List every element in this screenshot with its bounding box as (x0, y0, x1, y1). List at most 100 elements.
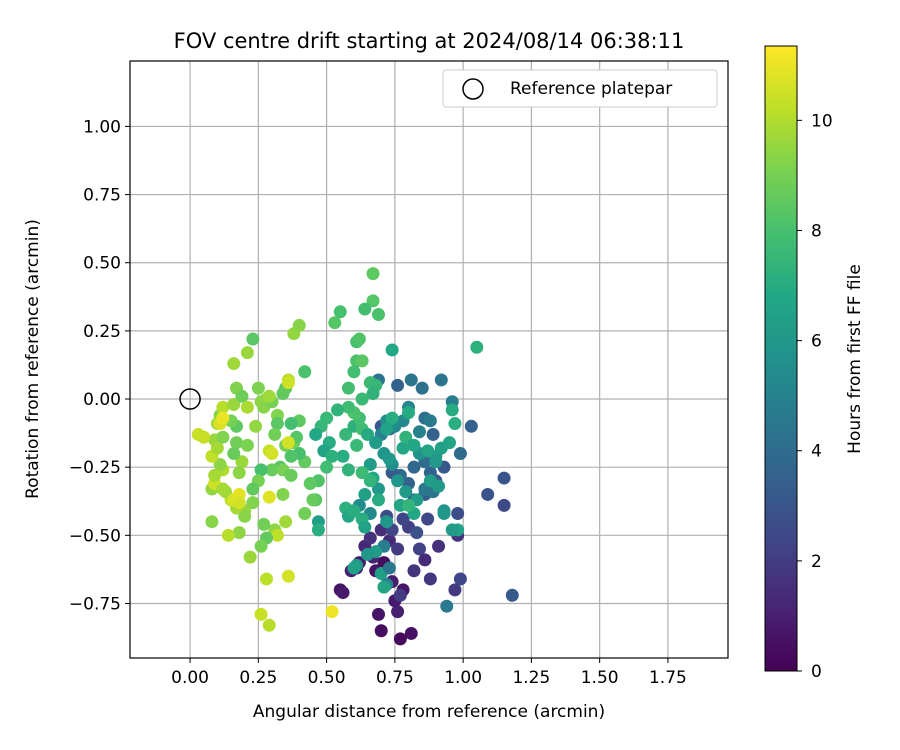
data-point (292, 318, 306, 332)
data-point (371, 607, 385, 621)
data-point (380, 422, 394, 436)
data-point (391, 605, 405, 619)
data-point (347, 504, 361, 518)
data-point (396, 441, 410, 455)
data-point (336, 586, 350, 600)
data-point (208, 468, 222, 482)
data-point (423, 414, 437, 428)
data-point (265, 463, 279, 477)
data-point (240, 346, 254, 360)
data-point (240, 400, 254, 414)
data-point (347, 365, 361, 379)
data-point (251, 381, 265, 395)
data-point (448, 417, 462, 431)
data-point (328, 316, 342, 330)
y-axis-label: Rotation from reference (arcmin) (23, 219, 43, 499)
data-point (402, 498, 416, 512)
data-point (270, 528, 284, 542)
y-tick-label: 1.00 (83, 117, 121, 137)
data-point (260, 572, 274, 586)
x-tick-label: 1.00 (444, 668, 482, 688)
data-point (325, 605, 339, 619)
x-tick-label: 1.25 (512, 668, 550, 688)
data-point (262, 389, 276, 403)
data-point (240, 438, 254, 452)
data-point (407, 564, 421, 578)
data-point (227, 447, 241, 461)
data-point (407, 460, 421, 474)
data-point (453, 447, 467, 461)
data-point (232, 526, 246, 540)
data-point (412, 542, 426, 556)
data-point (377, 580, 391, 594)
data-point (393, 588, 407, 602)
data-point (366, 294, 380, 308)
data-point (246, 496, 260, 510)
x-tick-label: 0.75 (376, 668, 414, 688)
data-point (213, 457, 227, 471)
data-point (371, 482, 385, 496)
data-point (254, 463, 268, 477)
data-point (235, 389, 249, 403)
data-point (451, 507, 465, 521)
data-point (210, 441, 224, 455)
data-point (404, 373, 418, 387)
colorbar-tick-label: 10 (811, 111, 833, 131)
data-point (227, 357, 241, 371)
y-tick-label: −0.25 (69, 458, 121, 478)
data-point (391, 378, 405, 392)
x-tick-label: 0.00 (171, 668, 209, 688)
data-point (284, 449, 298, 463)
data-point (197, 430, 211, 444)
data-point (385, 343, 399, 357)
data-point (399, 430, 413, 444)
data-point (257, 517, 271, 531)
data-point (339, 427, 353, 441)
data-point (429, 455, 443, 469)
data-point (432, 539, 446, 553)
data-point (216, 400, 230, 414)
data-point (350, 438, 364, 452)
data-point (448, 583, 462, 597)
data-point (402, 406, 416, 420)
x-tick-label: 0.50 (308, 668, 346, 688)
data-point (284, 417, 298, 431)
data-point (393, 632, 407, 646)
data-point (311, 523, 325, 537)
data-point (246, 482, 260, 496)
data-point (355, 354, 369, 368)
x-axis-label: Angular distance from reference (arcmin) (253, 702, 605, 722)
data-point (216, 411, 230, 425)
data-point (421, 444, 435, 458)
data-point (352, 332, 366, 346)
data-point (445, 523, 459, 537)
data-point (268, 427, 282, 441)
data-point (331, 403, 345, 417)
colorbar: 0 2 4 6 8 10 Hours from first FF file (764, 45, 865, 682)
data-point (396, 512, 410, 526)
data-point (281, 569, 295, 583)
data-point (445, 403, 459, 417)
data-point (423, 572, 437, 586)
data-point (221, 528, 235, 542)
data-point (382, 561, 396, 575)
y-axis-ticks: −0.75 −0.50 −0.25 0.00 0.25 0.50 0.75 1.00 (69, 117, 130, 614)
data-point (270, 417, 284, 431)
data-point (358, 487, 372, 501)
y-tick-label: 0.25 (83, 322, 121, 342)
data-point (303, 477, 317, 491)
y-tick-label: −0.50 (69, 526, 121, 546)
data-point (306, 493, 320, 507)
data-point (453, 572, 467, 586)
legend-marker-reference (462, 78, 484, 100)
x-tick-label: 0.25 (239, 668, 277, 688)
data-point (227, 397, 241, 411)
data-point (355, 392, 369, 406)
data-point (341, 381, 355, 395)
data-point (366, 387, 380, 401)
data-point (254, 539, 268, 553)
data-point (333, 305, 347, 319)
colorbar-label: Hours from first FF file (845, 264, 865, 454)
data-point (309, 427, 323, 441)
data-point (358, 302, 372, 316)
